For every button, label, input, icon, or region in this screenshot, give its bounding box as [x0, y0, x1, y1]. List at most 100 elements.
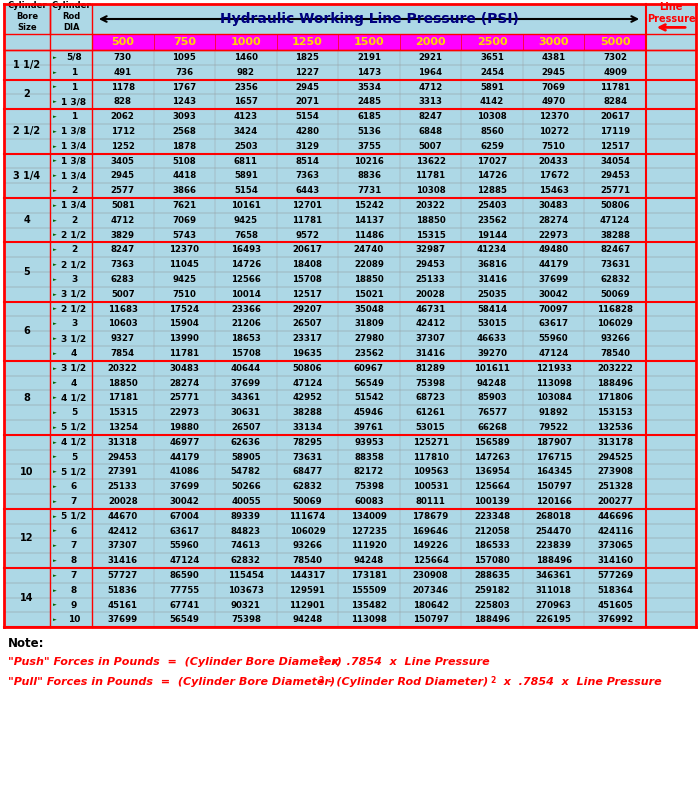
- Text: 19635: 19635: [293, 349, 323, 358]
- Text: 12517: 12517: [600, 142, 630, 151]
- Text: 30042: 30042: [539, 290, 568, 298]
- Text: 10161: 10161: [231, 201, 261, 210]
- Bar: [4, 257, 696, 272]
- Text: 47124: 47124: [293, 378, 323, 388]
- Text: 1: 1: [71, 112, 77, 121]
- Text: 5891: 5891: [480, 82, 504, 92]
- Text: 117810: 117810: [412, 452, 449, 461]
- Text: 313178: 313178: [597, 437, 634, 447]
- Text: 22089: 22089: [354, 260, 384, 269]
- Text: 88358: 88358: [354, 452, 384, 461]
- Text: 38288: 38288: [600, 231, 630, 239]
- Bar: [4, 80, 696, 94]
- Text: 27391: 27391: [108, 468, 138, 476]
- Text: 164345: 164345: [536, 468, 572, 476]
- Text: ►: ►: [53, 129, 57, 134]
- Text: 188496: 188496: [536, 556, 572, 565]
- Text: 136954: 136954: [474, 468, 510, 476]
- Text: 17672: 17672: [538, 172, 569, 180]
- Text: 37699: 37699: [169, 482, 200, 491]
- Text: 2500: 2500: [477, 37, 508, 47]
- Text: ►: ►: [53, 499, 57, 504]
- Text: 25133: 25133: [416, 275, 445, 284]
- Text: 93266: 93266: [293, 541, 323, 551]
- Text: 3651: 3651: [480, 53, 504, 62]
- Text: ►: ►: [53, 365, 57, 371]
- Text: 66268: 66268: [477, 423, 507, 432]
- Bar: [4, 494, 696, 509]
- Text: 346361: 346361: [536, 571, 572, 580]
- Text: 150797: 150797: [536, 482, 572, 491]
- Text: 203222: 203222: [597, 364, 634, 373]
- Text: Hydraulic Working Line Pressure (PSI): Hydraulic Working Line Pressure (PSI): [220, 12, 519, 26]
- Text: 11781: 11781: [416, 172, 446, 180]
- Text: 2568: 2568: [172, 127, 196, 136]
- Text: 53015: 53015: [416, 423, 445, 432]
- Text: 3: 3: [71, 319, 77, 328]
- Text: 40644: 40644: [231, 364, 261, 373]
- Text: 6443: 6443: [295, 186, 320, 195]
- Text: 50069: 50069: [601, 290, 630, 298]
- Text: 294525: 294525: [597, 452, 634, 461]
- Text: 61261: 61261: [416, 408, 446, 417]
- Text: 1767: 1767: [172, 82, 197, 92]
- Text: ►: ►: [53, 425, 57, 430]
- Text: 7658: 7658: [234, 231, 258, 239]
- Text: 94248: 94248: [293, 615, 323, 624]
- Text: ►: ►: [53, 99, 57, 105]
- Text: 1250: 1250: [292, 37, 323, 47]
- Text: 2: 2: [318, 676, 323, 685]
- Text: 125664: 125664: [474, 482, 510, 491]
- Text: 424116: 424116: [597, 527, 634, 535]
- Text: 50806: 50806: [293, 364, 322, 373]
- Text: 28274: 28274: [538, 215, 569, 225]
- Text: 2 1/2: 2 1/2: [62, 231, 87, 239]
- Text: 2356: 2356: [234, 82, 258, 92]
- Text: 2945: 2945: [295, 82, 319, 92]
- Bar: [4, 243, 696, 257]
- Text: 2: 2: [318, 656, 323, 666]
- Text: 10014: 10014: [231, 290, 261, 298]
- Text: 6: 6: [71, 482, 77, 491]
- Text: 58414: 58414: [477, 305, 508, 314]
- Text: 125271: 125271: [412, 437, 449, 447]
- Text: Cylinder
Bore
Size: Cylinder Bore Size: [7, 1, 47, 32]
- Text: 11781: 11781: [169, 349, 200, 358]
- Text: 47124: 47124: [600, 215, 631, 225]
- Text: 5 1/2: 5 1/2: [62, 468, 87, 476]
- Text: 3 1/2: 3 1/2: [62, 364, 87, 373]
- Text: 7: 7: [71, 541, 77, 551]
- Text: ►: ►: [53, 440, 57, 444]
- Bar: [4, 464, 696, 480]
- Text: 155509: 155509: [351, 586, 386, 595]
- Text: 5891: 5891: [234, 172, 258, 180]
- Bar: [4, 4, 696, 34]
- Text: 32987: 32987: [416, 245, 446, 255]
- Text: 3534: 3534: [357, 82, 381, 92]
- Text: 38288: 38288: [293, 408, 323, 417]
- Bar: [4, 184, 696, 198]
- Text: 288635: 288635: [474, 571, 510, 580]
- Text: 4712: 4712: [419, 82, 442, 92]
- Bar: [4, 227, 696, 243]
- Text: ►: ►: [53, 455, 57, 460]
- Text: 3 1/2: 3 1/2: [62, 290, 87, 298]
- Text: 6811: 6811: [234, 156, 258, 165]
- Text: 8836: 8836: [357, 172, 381, 180]
- Text: 31809: 31809: [354, 319, 384, 328]
- Text: "Push" Forces in Pounds  =  (Cylinder Bore Diameter): "Push" Forces in Pounds = (Cylinder Bore…: [8, 658, 342, 667]
- Text: 25403: 25403: [477, 201, 507, 210]
- Text: ►: ►: [53, 336, 57, 341]
- Text: 8: 8: [71, 586, 77, 595]
- Text: 207346: 207346: [412, 586, 449, 595]
- Text: 46633: 46633: [477, 334, 508, 343]
- Text: 270963: 270963: [536, 601, 572, 610]
- Text: 1: 1: [71, 82, 77, 92]
- Text: 75398: 75398: [416, 378, 446, 388]
- Text: ►: ►: [53, 558, 57, 563]
- Text: ►: ►: [53, 543, 57, 548]
- Text: 19144: 19144: [477, 231, 508, 239]
- Text: 18653: 18653: [231, 334, 261, 343]
- Text: 1964: 1964: [419, 68, 442, 77]
- Text: 20433: 20433: [539, 156, 568, 165]
